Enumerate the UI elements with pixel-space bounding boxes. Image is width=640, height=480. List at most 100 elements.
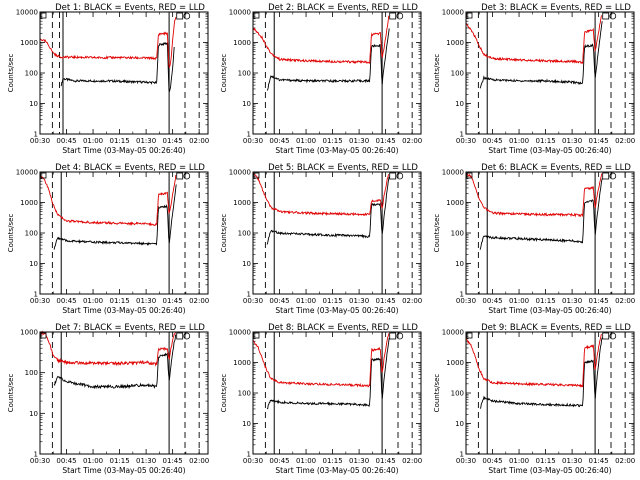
square-marker bbox=[176, 12, 184, 20]
plot-frame bbox=[465, 331, 635, 455]
plot-frame bbox=[39, 11, 209, 135]
x-tick-label: 01:45 bbox=[163, 457, 183, 465]
square-marker bbox=[389, 172, 397, 180]
corner-square-marker bbox=[40, 172, 47, 179]
y-tick-label: 100 bbox=[451, 70, 464, 78]
corner-square-marker bbox=[466, 12, 473, 19]
y-tick-label: 10 bbox=[455, 100, 464, 108]
x-axis-label: Start Time (03-May-05 00:26:40) bbox=[488, 466, 611, 475]
x-tick-label: 00:30 bbox=[456, 137, 476, 145]
x-tick-label: 02:00 bbox=[402, 137, 422, 145]
events-series-line bbox=[53, 184, 177, 250]
y-tick-label: 10000 bbox=[442, 9, 464, 17]
y-tick-label: 1 bbox=[247, 451, 251, 459]
y-tick-label: 1 bbox=[460, 131, 464, 139]
y-tick-label: 1000 bbox=[20, 329, 38, 337]
plot-frame bbox=[465, 171, 635, 295]
events-series-line bbox=[60, 41, 175, 92]
y-tick-label: 10000 bbox=[442, 329, 464, 337]
panel-det-1: Det 1: BLACK = Events, RED = LLD Counts/s… bbox=[7, 3, 209, 155]
x-tick-label: 01:45 bbox=[376, 457, 396, 465]
panel-title: Det 5: BLACK = Events, RED = LLD bbox=[268, 163, 418, 173]
x-tick-label: 01:45 bbox=[376, 297, 396, 305]
circle-marker bbox=[609, 172, 617, 180]
events-series-line bbox=[479, 21, 603, 89]
circle-marker bbox=[396, 172, 404, 180]
x-axis-label: Start Time (03-May-05 00:26:40) bbox=[275, 466, 398, 475]
x-tick-label: 01:45 bbox=[163, 137, 183, 145]
y-tick-label: 1000 bbox=[233, 199, 251, 207]
y-tick-label: 10000 bbox=[229, 329, 251, 337]
x-tick-label: 02:00 bbox=[189, 137, 209, 145]
corner-square-marker bbox=[40, 332, 47, 339]
x-tick-label: 02:00 bbox=[615, 297, 635, 305]
x-tick-label: 01:30 bbox=[349, 137, 369, 145]
x-axis-label: Start Time (03-May-05 00:26:40) bbox=[488, 306, 611, 315]
lld-series-line bbox=[252, 333, 390, 388]
x-tick-label: 01:00 bbox=[296, 297, 316, 305]
lld-series-line bbox=[39, 175, 177, 227]
square-marker bbox=[602, 12, 610, 20]
x-tick-label: 01:30 bbox=[349, 457, 369, 465]
x-axis-label: Start Time (03-May-05 00:26:40) bbox=[62, 466, 185, 475]
y-tick-label: 10000 bbox=[16, 169, 38, 177]
x-tick-label: 00:45 bbox=[482, 457, 502, 465]
panel-det-6: Det 6: BLACK = Events, RED = LLD Counts/s… bbox=[433, 163, 635, 315]
corner-square-marker bbox=[466, 172, 473, 179]
y-tick-label: 1000 bbox=[20, 39, 38, 47]
y-axis-label: Counts/sec bbox=[433, 54, 441, 93]
corner-square-marker bbox=[253, 12, 260, 19]
corner-square-marker bbox=[253, 172, 260, 179]
y-tick-label: 10000 bbox=[229, 9, 251, 17]
y-tick-label: 10 bbox=[29, 410, 38, 418]
x-axis-label: Start Time (03-May-05 00:26:40) bbox=[488, 146, 611, 155]
events-series-line bbox=[479, 337, 603, 409]
x-tick-label: 01:00 bbox=[83, 297, 103, 305]
square-marker bbox=[602, 332, 610, 340]
x-axis-label: Start Time (03-May-05 00:26:40) bbox=[275, 146, 398, 155]
y-tick-label: 1 bbox=[247, 131, 251, 139]
events-series-line bbox=[479, 178, 603, 250]
square-marker bbox=[389, 332, 397, 340]
y-tick-label: 1000 bbox=[446, 199, 464, 207]
y-tick-label: 1 bbox=[34, 451, 38, 459]
x-tick-label: 01:30 bbox=[562, 137, 582, 145]
plot-frame bbox=[465, 11, 635, 135]
events-series-line bbox=[266, 28, 390, 91]
x-tick-label: 01:00 bbox=[509, 297, 529, 305]
panel-title: Det 7: BLACK = Events, RED = LLD bbox=[55, 323, 205, 333]
x-tick-label: 00:45 bbox=[56, 457, 76, 465]
y-tick-label: 100 bbox=[451, 390, 464, 398]
panel-det-8: Det 8: BLACK = Events, RED = LLD Counts/s… bbox=[220, 323, 422, 475]
circle-marker bbox=[609, 332, 617, 340]
x-tick-label: 00:30 bbox=[30, 297, 50, 305]
x-tick-label: 01:30 bbox=[136, 457, 156, 465]
x-tick-label: 00:45 bbox=[56, 297, 76, 305]
y-tick-label: 100 bbox=[25, 369, 38, 377]
square-marker bbox=[176, 172, 184, 180]
y-axis-label: Counts/sec bbox=[7, 54, 15, 93]
square-marker bbox=[176, 332, 184, 340]
y-tick-label: 1000 bbox=[446, 39, 464, 47]
x-tick-label: 00:30 bbox=[243, 457, 263, 465]
x-tick-label: 01:15 bbox=[109, 297, 129, 305]
x-tick-label: 00:30 bbox=[30, 457, 50, 465]
x-tick-label: 00:30 bbox=[243, 137, 263, 145]
x-tick-label: 01:30 bbox=[349, 297, 369, 305]
x-tick-label: 02:00 bbox=[189, 297, 209, 305]
events-series-line bbox=[266, 338, 390, 410]
panel-title: Det 9: BLACK = Events, RED = LLD bbox=[481, 323, 631, 333]
x-tick-label: 01:00 bbox=[509, 457, 529, 465]
x-tick-label: 00:45 bbox=[56, 137, 76, 145]
plot-frame bbox=[252, 11, 422, 135]
x-tick-label: 01:30 bbox=[562, 297, 582, 305]
panel-det-7: Det 7: BLACK = Events, RED = LLD Counts/s… bbox=[7, 323, 209, 475]
x-tick-label: 00:30 bbox=[456, 457, 476, 465]
lld-series-line bbox=[252, 15, 390, 65]
panel-title: Det 8: BLACK = Events, RED = LLD bbox=[268, 323, 418, 333]
y-tick-label: 10 bbox=[242, 420, 251, 428]
y-tick-label: 1000 bbox=[233, 359, 251, 367]
corner-square-marker bbox=[466, 332, 473, 339]
x-tick-label: 01:30 bbox=[136, 297, 156, 305]
